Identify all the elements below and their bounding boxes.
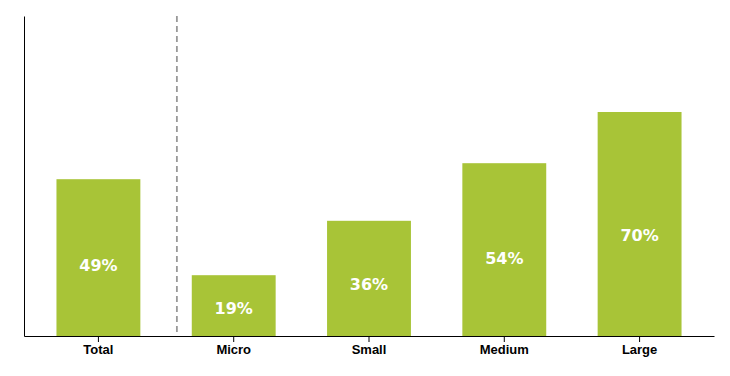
x-tick: Total bbox=[83, 336, 113, 357]
data-label: 70% bbox=[620, 226, 658, 245]
bars bbox=[56, 112, 681, 336]
bar bbox=[598, 112, 682, 336]
data-label: 36% bbox=[350, 275, 388, 294]
y-axis bbox=[24, 17, 25, 337]
data-label: 49% bbox=[79, 256, 117, 275]
plot-area: Total Micro Small Medium Large 49% 19% 36% 54% 70… bbox=[25, 16, 715, 357]
x-tick-mark bbox=[504, 336, 505, 342]
x-tick: Large bbox=[622, 336, 657, 357]
x-axis: Total Micro Small Medium Large bbox=[25, 336, 715, 357]
chart-svg: Total Micro Small Medium Large 49% 19% 36% 54% 70… bbox=[0, 0, 730, 376]
separator bbox=[176, 16, 178, 336]
data-label: 54% bbox=[485, 249, 523, 268]
chart-container: Total Micro Small Medium Large 49% 19% 36% 54% 70… bbox=[0, 0, 730, 376]
x-tick: Medium bbox=[480, 336, 529, 357]
data-label: 19% bbox=[215, 299, 253, 318]
x-tick: Micro bbox=[216, 336, 251, 357]
bar bbox=[192, 275, 276, 336]
x-tick-label: Medium bbox=[480, 342, 529, 357]
bar bbox=[462, 163, 546, 336]
x-tick-mark bbox=[233, 336, 234, 342]
data-labels: 49% 19% 36% 54% 70% bbox=[79, 226, 658, 318]
y-axis-line bbox=[24, 17, 25, 337]
bar bbox=[56, 179, 140, 336]
x-tick-mark bbox=[369, 336, 370, 342]
x-tick-mark bbox=[98, 336, 99, 342]
x-tick-label: Small bbox=[352, 342, 387, 357]
x-tick-mark bbox=[639, 336, 640, 342]
x-tick-label: Total bbox=[83, 342, 113, 357]
x-tick-label: Micro bbox=[216, 342, 251, 357]
x-tick: Small bbox=[352, 336, 387, 357]
bar bbox=[327, 221, 411, 336]
x-tick-label: Large bbox=[622, 342, 657, 357]
